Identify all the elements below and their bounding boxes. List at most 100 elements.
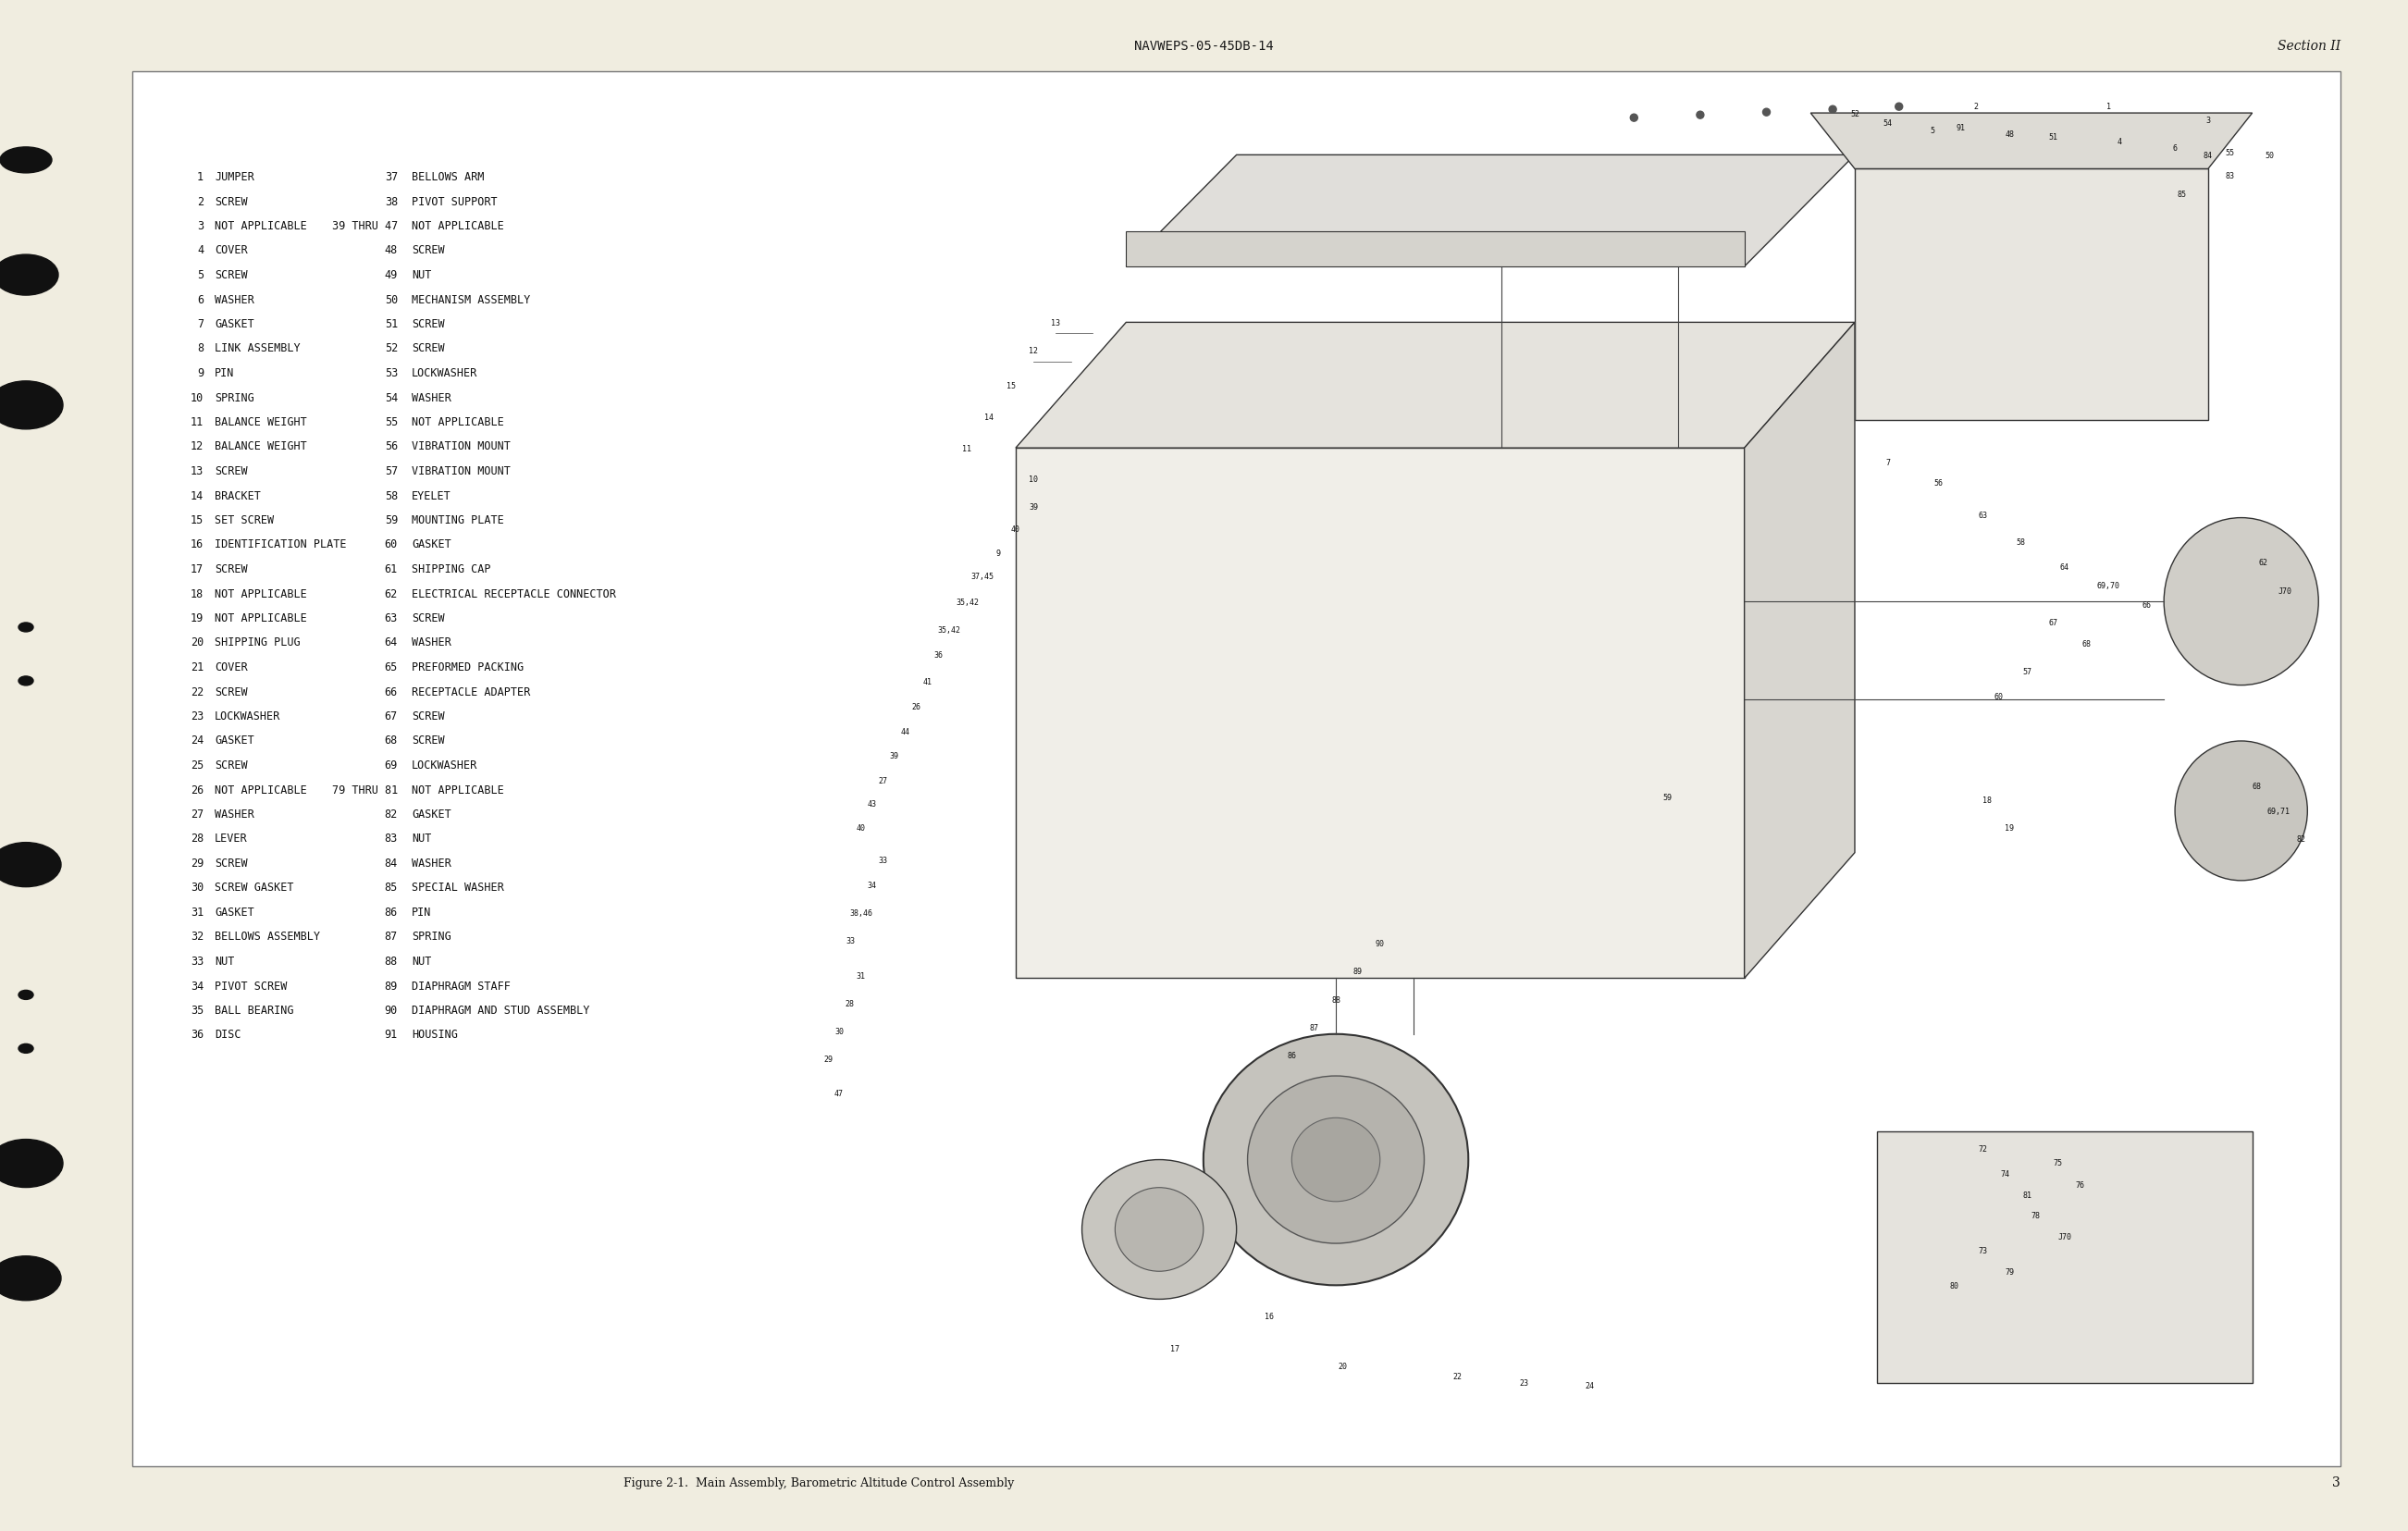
Ellipse shape <box>1204 1035 1469 1286</box>
Text: SPECIAL WASHER: SPECIAL WASHER <box>412 882 503 894</box>
Ellipse shape <box>1291 1118 1380 1202</box>
Text: 54: 54 <box>385 392 397 404</box>
Text: NOT APPLICABLE: NOT APPLICABLE <box>214 588 306 600</box>
Text: 91: 91 <box>1955 124 1965 132</box>
Ellipse shape <box>19 1044 34 1053</box>
Text: 91: 91 <box>385 1029 397 1041</box>
Text: PIN: PIN <box>214 367 234 380</box>
Text: 15: 15 <box>190 514 205 527</box>
Text: NOT APPLICABLE: NOT APPLICABLE <box>412 784 503 796</box>
Text: 55: 55 <box>2225 149 2235 158</box>
Text: WASHER: WASHER <box>412 392 450 404</box>
Text: 35,42: 35,42 <box>956 597 978 606</box>
Text: 83: 83 <box>2225 173 2235 181</box>
Text: 7: 7 <box>197 318 205 331</box>
Ellipse shape <box>19 991 34 1000</box>
Text: 87: 87 <box>385 931 397 943</box>
Text: 69: 69 <box>385 759 397 772</box>
Ellipse shape <box>0 381 63 430</box>
Text: SPRING: SPRING <box>412 931 450 943</box>
Ellipse shape <box>0 149 53 173</box>
Text: 59: 59 <box>1662 793 1671 801</box>
FancyBboxPatch shape <box>1876 1131 2251 1382</box>
Text: 14: 14 <box>190 490 205 502</box>
Text: 25: 25 <box>190 759 205 772</box>
Text: 23: 23 <box>190 710 205 723</box>
Text: 57: 57 <box>385 465 397 478</box>
Text: 88: 88 <box>385 955 397 968</box>
Text: PIN: PIN <box>412 906 431 919</box>
Text: 54: 54 <box>1883 119 1893 127</box>
Text: 37: 37 <box>385 171 397 184</box>
Text: 80: 80 <box>1950 1281 1958 1289</box>
Text: NOT APPLICABLE: NOT APPLICABLE <box>412 220 503 233</box>
Text: 90: 90 <box>1375 940 1385 948</box>
Text: 83: 83 <box>385 833 397 845</box>
Ellipse shape <box>1081 1160 1238 1300</box>
Text: 47: 47 <box>836 1089 843 1098</box>
Text: 14: 14 <box>985 413 995 423</box>
Text: SCREW: SCREW <box>214 759 248 772</box>
Text: 74: 74 <box>2001 1170 2011 1177</box>
Bar <box>1127 233 1743 268</box>
Ellipse shape <box>2174 741 2307 880</box>
Text: J70: J70 <box>2056 1232 2071 1240</box>
Ellipse shape <box>0 1257 60 1300</box>
Text: LINK ASSEMBLY: LINK ASSEMBLY <box>214 343 301 355</box>
Text: 62: 62 <box>2259 559 2268 566</box>
Text: WASHER: WASHER <box>214 294 255 306</box>
Text: 51: 51 <box>2049 133 2059 142</box>
Text: 52: 52 <box>1849 110 1859 118</box>
Text: SCREW: SCREW <box>412 343 445 355</box>
Text: SCREW: SCREW <box>214 857 248 870</box>
Text: WASHER: WASHER <box>412 857 450 870</box>
Text: 79: 79 <box>2006 1268 2013 1275</box>
Ellipse shape <box>1247 1076 1423 1243</box>
Text: 55: 55 <box>385 416 397 429</box>
Text: 62: 62 <box>385 588 397 600</box>
Text: 51: 51 <box>385 318 397 331</box>
Text: PIVOT SCREW: PIVOT SCREW <box>214 980 287 992</box>
Text: 33: 33 <box>845 937 855 945</box>
Ellipse shape <box>0 256 58 295</box>
Text: 20: 20 <box>190 637 205 649</box>
Text: BALL BEARING: BALL BEARING <box>214 1004 294 1017</box>
Text: 34: 34 <box>867 880 877 890</box>
Text: 4: 4 <box>2117 138 2121 145</box>
Text: 30: 30 <box>190 882 205 894</box>
Text: BALANCE WEIGHT: BALANCE WEIGHT <box>214 416 306 429</box>
Text: 82: 82 <box>385 808 397 821</box>
Text: NUT: NUT <box>412 833 431 845</box>
Text: 60: 60 <box>385 539 397 551</box>
Text: MECHANISM ASSEMBLY: MECHANISM ASSEMBLY <box>412 294 530 306</box>
Text: 23: 23 <box>1519 1379 1529 1387</box>
Text: Section II: Section II <box>2278 40 2341 52</box>
Text: NOT APPLICABLE: NOT APPLICABLE <box>214 784 306 796</box>
Text: 29: 29 <box>190 857 205 870</box>
Text: 84: 84 <box>2203 152 2213 159</box>
Text: SET SCREW: SET SCREW <box>214 514 275 527</box>
Text: SCREW: SCREW <box>412 612 445 625</box>
Text: 61: 61 <box>385 563 397 576</box>
Text: 86: 86 <box>385 906 397 919</box>
Text: 17: 17 <box>1170 1344 1180 1352</box>
Text: 18: 18 <box>190 588 205 600</box>
Circle shape <box>1895 104 1902 112</box>
Text: SPRING: SPRING <box>214 392 255 404</box>
Text: 19: 19 <box>2006 824 2013 831</box>
Text: 79 THRU 81: 79 THRU 81 <box>332 784 397 796</box>
Text: 9: 9 <box>197 367 205 380</box>
Text: 85: 85 <box>385 882 397 894</box>
Text: RECEPTACLE ADAPTER: RECEPTACLE ADAPTER <box>412 686 530 698</box>
Text: 89: 89 <box>1353 968 1363 975</box>
Text: 1: 1 <box>197 171 205 184</box>
Text: 26: 26 <box>913 703 920 710</box>
Text: NOT APPLICABLE: NOT APPLICABLE <box>214 612 306 625</box>
Text: PREFORMED PACKING: PREFORMED PACKING <box>412 661 523 674</box>
Text: 66: 66 <box>2141 600 2150 609</box>
Text: BELLOWS ASSEMBLY: BELLOWS ASSEMBLY <box>214 931 320 943</box>
Text: SCREW: SCREW <box>412 710 445 723</box>
Text: 38: 38 <box>385 196 397 208</box>
Text: 31: 31 <box>857 972 867 980</box>
Text: 39: 39 <box>1028 504 1038 511</box>
